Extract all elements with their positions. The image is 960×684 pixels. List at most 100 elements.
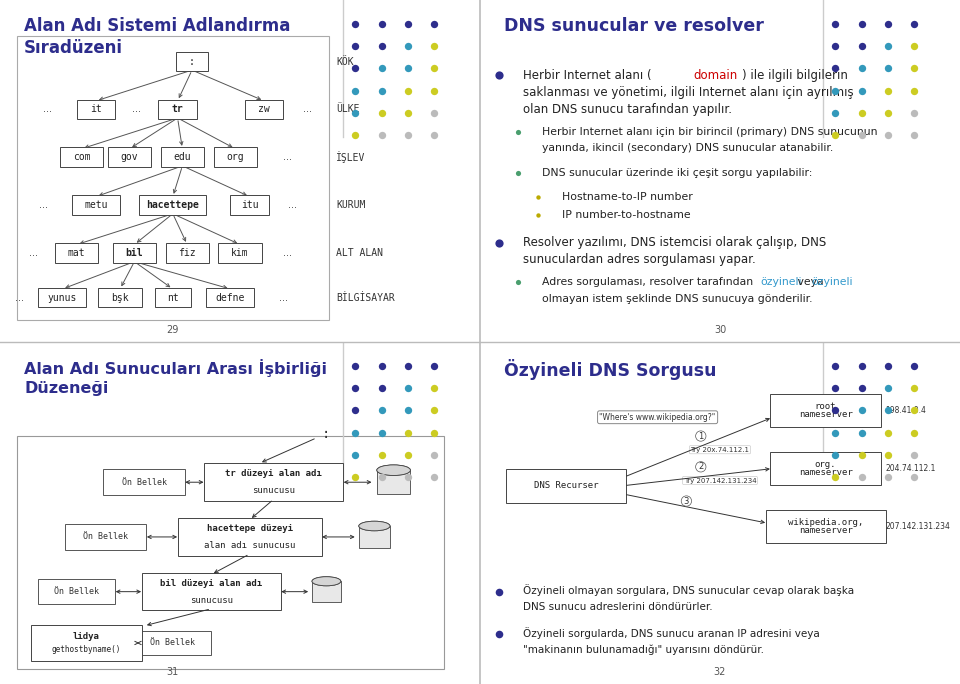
Point xyxy=(400,63,416,74)
Point xyxy=(880,472,896,483)
FancyBboxPatch shape xyxy=(142,573,280,610)
Point xyxy=(907,360,923,371)
Point xyxy=(854,130,870,141)
Text: saklanması ve yönetimi, ilgili Internet alanı için ayrılmış: saklanması ve yönetimi, ilgili Internet … xyxy=(523,86,853,99)
Point xyxy=(426,41,442,52)
Point xyxy=(880,86,896,96)
FancyBboxPatch shape xyxy=(38,288,86,308)
Text: Özyineli olmayan sorgulara, DNS sunucular cevap olarak başka: Özyineli olmayan sorgulara, DNS sunucula… xyxy=(523,584,854,596)
Text: org: org xyxy=(227,153,244,162)
Text: bşk: bşk xyxy=(111,293,129,302)
Text: ...: ... xyxy=(29,248,38,258)
FancyBboxPatch shape xyxy=(77,99,115,119)
Point xyxy=(426,472,442,483)
Text: ...: ... xyxy=(278,293,288,302)
Text: :: : xyxy=(189,57,195,66)
Text: ...: ... xyxy=(132,105,141,114)
Text: sunucusu: sunucusu xyxy=(190,596,232,605)
Text: fiz: fiz xyxy=(179,248,196,258)
Text: 32: 32 xyxy=(714,667,726,677)
Text: 2: 2 xyxy=(698,462,704,471)
Point xyxy=(426,449,442,460)
Point xyxy=(426,383,442,394)
Text: Alan Adı Sistemi Adlandırma
Sıradüzeni: Alan Adı Sistemi Adlandırma Sıradüzeni xyxy=(24,17,290,57)
Text: 3: 3 xyxy=(684,497,689,505)
Point xyxy=(511,127,526,137)
Point xyxy=(374,449,390,460)
Point xyxy=(854,107,870,118)
Text: 198.41.0.4: 198.41.0.4 xyxy=(885,406,926,415)
FancyBboxPatch shape xyxy=(60,148,104,168)
Point xyxy=(374,86,390,96)
Text: tr: tr xyxy=(172,105,183,114)
Point xyxy=(426,63,442,74)
FancyBboxPatch shape xyxy=(770,394,881,427)
Text: mat: mat xyxy=(68,248,85,258)
Point xyxy=(348,449,363,460)
Point xyxy=(880,18,896,29)
Point xyxy=(426,18,442,29)
Point xyxy=(854,41,870,52)
Text: org.: org. xyxy=(815,460,836,469)
Point xyxy=(348,472,363,483)
FancyBboxPatch shape xyxy=(38,579,115,605)
Point xyxy=(880,449,896,460)
Text: domain: domain xyxy=(693,68,738,82)
Text: alan adı sunucusu: alan adı sunucusu xyxy=(204,541,296,550)
Point xyxy=(374,130,390,141)
Ellipse shape xyxy=(359,521,390,531)
Text: Özyineli DNS Sorgusu: Özyineli DNS Sorgusu xyxy=(504,359,716,380)
Text: hacettepe: hacettepe xyxy=(146,200,200,210)
Point xyxy=(374,360,390,371)
Point xyxy=(880,427,896,438)
Point xyxy=(828,130,843,141)
Ellipse shape xyxy=(312,577,341,586)
FancyBboxPatch shape xyxy=(17,436,444,669)
FancyBboxPatch shape xyxy=(55,244,98,263)
FancyBboxPatch shape xyxy=(230,196,269,215)
Text: Resolver yazılımı, DNS istemcisi olarak çalışıp, DNS: Resolver yazılımı, DNS istemcisi olarak … xyxy=(523,236,827,250)
Point xyxy=(492,629,507,640)
Text: özyineli: özyineli xyxy=(811,277,852,287)
Point xyxy=(492,237,507,248)
Point xyxy=(828,18,843,29)
FancyBboxPatch shape xyxy=(65,524,147,550)
Point xyxy=(400,472,416,483)
Point xyxy=(828,472,843,483)
Ellipse shape xyxy=(312,577,341,586)
Point xyxy=(880,41,896,52)
Point xyxy=(907,383,923,394)
Point xyxy=(854,472,870,483)
Text: "Where's www.wikipedia.org?": "Where's www.wikipedia.org?" xyxy=(599,412,716,422)
Text: Herbir Internet alanı için bir birincil (primary) DNS sunucunun: Herbir Internet alanı için bir birincil … xyxy=(542,127,877,137)
Text: metu: metu xyxy=(84,200,108,210)
Point xyxy=(426,427,442,438)
Point xyxy=(828,63,843,74)
Point xyxy=(907,41,923,52)
Text: wikipedia.org,: wikipedia.org, xyxy=(788,518,863,527)
Point xyxy=(828,383,843,394)
Text: KÖK: KÖK xyxy=(336,57,353,66)
Text: ...: ... xyxy=(302,105,312,114)
FancyBboxPatch shape xyxy=(166,244,209,263)
Text: ...: ... xyxy=(38,200,48,210)
Text: ...: ... xyxy=(283,248,293,258)
Ellipse shape xyxy=(376,465,411,475)
FancyBboxPatch shape xyxy=(134,631,211,655)
Text: Ön Bellek: Ön Bellek xyxy=(55,587,99,596)
Text: olmayan istem şeklinde DNS sunucuya gönderilir.: olmayan istem şeklinde DNS sunucuya gönd… xyxy=(542,293,813,304)
Point xyxy=(854,63,870,74)
FancyBboxPatch shape xyxy=(507,469,626,503)
Point xyxy=(854,383,870,394)
Point xyxy=(348,63,363,74)
Point xyxy=(854,86,870,96)
Point xyxy=(348,130,363,141)
Text: "makinanın bulunamadığı" uyarısını döndürür.: "makinanın bulunamadığı" uyarısını döndü… xyxy=(523,644,764,655)
Text: DNS sunucular ve resolver: DNS sunucular ve resolver xyxy=(504,17,764,35)
Text: Try 207.142.131.234: Try 207.142.131.234 xyxy=(684,477,756,484)
Text: yanında, ikincil (secondary) DNS sunucular atanabilir.: yanında, ikincil (secondary) DNS sunucul… xyxy=(542,143,833,153)
Text: ...: ... xyxy=(283,153,293,162)
Point xyxy=(854,427,870,438)
Point xyxy=(530,191,545,202)
Point xyxy=(511,276,526,287)
